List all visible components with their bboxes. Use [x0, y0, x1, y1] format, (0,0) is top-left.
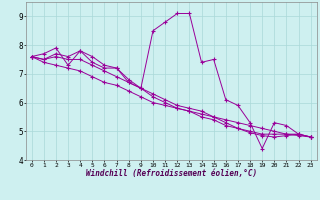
X-axis label: Windchill (Refroidissement éolien,°C): Windchill (Refroidissement éolien,°C): [86, 169, 257, 178]
